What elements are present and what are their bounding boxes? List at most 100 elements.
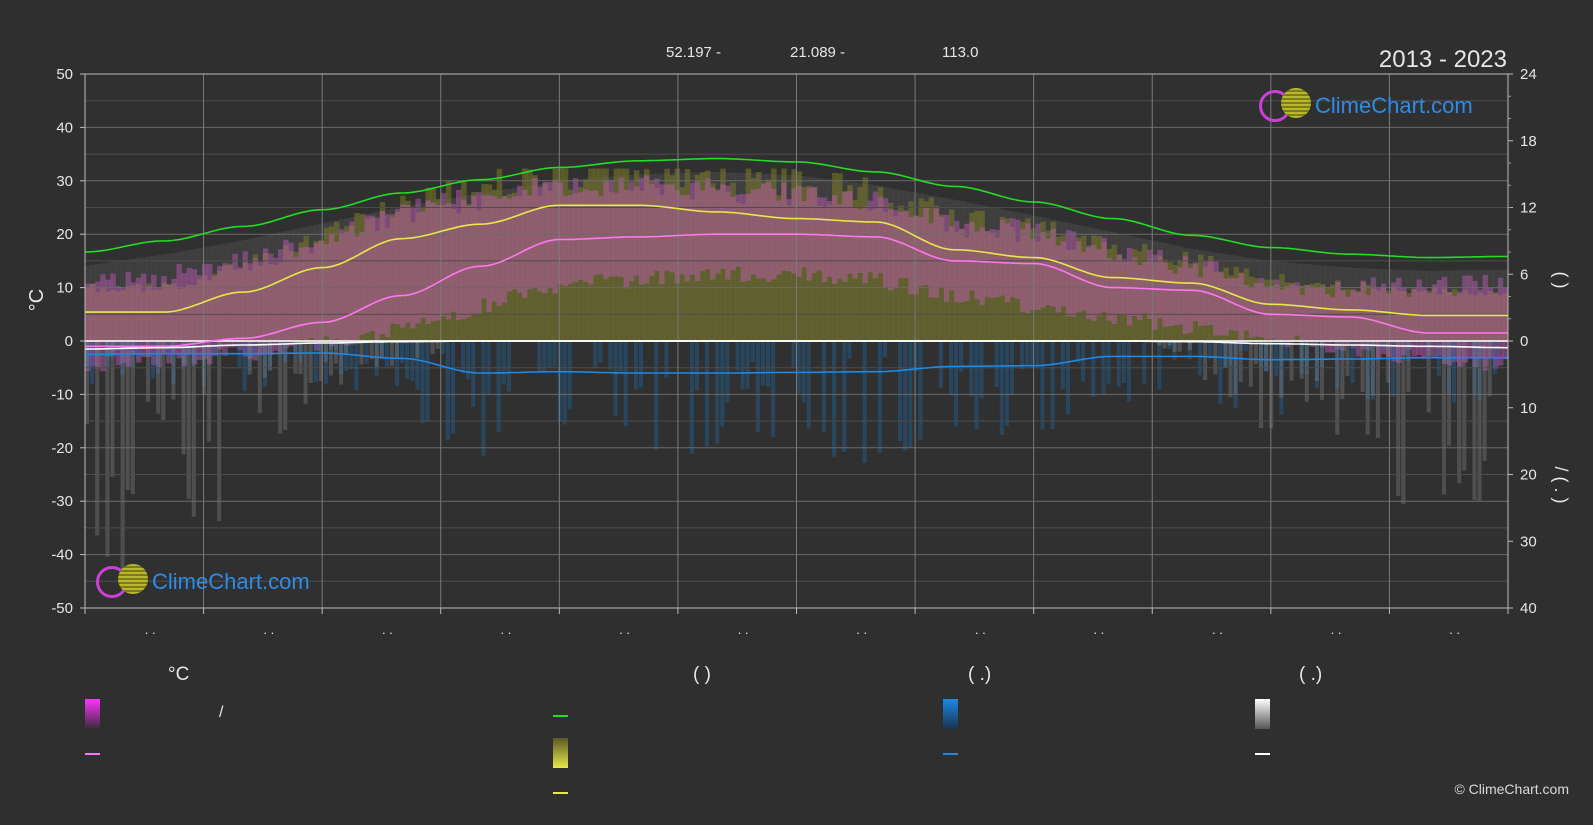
sunshine-streak: [760, 182, 767, 341]
temperature-streak: [1106, 257, 1113, 321]
sunshine-streak: [1279, 274, 1285, 341]
temperature-streak: [1253, 283, 1260, 337]
snow-bar: [435, 341, 440, 349]
sunshine-streak: [1106, 248, 1113, 341]
temperature-streak: [171, 278, 177, 354]
legend-swatch-snow-range: [1255, 699, 1270, 729]
rain-bar: [598, 341, 603, 364]
sunshine-streak: [1060, 235, 1067, 341]
temperature-streak: [720, 184, 726, 270]
snow-bar: [1238, 341, 1243, 383]
rain-bar: [1142, 341, 1147, 384]
snow-bar: [283, 341, 288, 431]
sunshine-streak: [826, 204, 833, 341]
x-tick-label: . .: [738, 622, 749, 637]
sunshine-streak: [176, 288, 183, 341]
rain-bar: [1197, 341, 1203, 376]
y-right-top-tick-label: 24: [1520, 66, 1537, 83]
snow-bar: [1447, 341, 1452, 446]
sunshine-streak: [1020, 221, 1026, 341]
sunshine-streak: [293, 251, 299, 341]
sunshine-streak: [923, 201, 930, 341]
rain-bar: [771, 341, 776, 437]
sunshine-streak: [283, 244, 289, 341]
rain-bar: [1279, 341, 1284, 415]
temperature-streak: [369, 215, 376, 331]
sunshine-streak: [867, 210, 874, 341]
climate-chart: 50 40 30 20 10 0 -10 -20 -30 -40 -50 24 18 12 6 0 10 20 30…: [26, 44, 1571, 637]
temperature-streak: [1035, 223, 1041, 310]
snow-bar: [293, 341, 298, 374]
temperature-streak: [237, 267, 244, 351]
rain-bar: [425, 341, 430, 423]
rain-bar: [1060, 341, 1065, 390]
snow-bar: [308, 341, 313, 384]
sunshine-streak: [212, 273, 218, 341]
sunshine-streak: [1477, 292, 1484, 341]
sunshine-streak: [257, 266, 264, 341]
x-tick-label: . .: [263, 622, 274, 637]
sunshine-streak: [1111, 244, 1118, 341]
temperature-streak: [887, 209, 894, 291]
temperature-streak: [1081, 251, 1087, 311]
series-line-daylight: [84, 157, 1509, 259]
sunshine-streak: [669, 175, 676, 341]
rain-bar: [440, 341, 445, 354]
rain-bar: [623, 341, 628, 426]
temperature-streak: [684, 195, 691, 282]
temperature-streak: [461, 199, 467, 319]
y-left-tick-label: -40: [51, 547, 73, 564]
temperature-streak: [278, 249, 284, 354]
sunshine-streak: [1284, 282, 1290, 341]
sunshine-streak: [206, 280, 213, 341]
rain-bar: [252, 341, 257, 356]
temperature-streak: [430, 202, 437, 322]
snow-bar: [1482, 341, 1487, 461]
rain-bar: [1477, 341, 1482, 401]
temperature-streak: [547, 182, 554, 288]
temperature-streak: [334, 241, 340, 340]
sunshine-streak: [1045, 230, 1052, 341]
sunshine-streak: [384, 227, 391, 341]
temperature-streak: [262, 248, 269, 355]
temperature-streak: [1218, 272, 1224, 336]
x-tick-label: . .: [1449, 622, 1460, 637]
rain-bar: [562, 341, 567, 425]
temperature-streak: [120, 288, 127, 364]
snow-bar: [181, 341, 186, 455]
sunshine-streak: [1330, 284, 1336, 341]
temperature-streak: [1208, 259, 1214, 326]
rain-bar: [593, 341, 598, 368]
temperature-streak: [1492, 293, 1499, 369]
temperature-streak: [852, 207, 858, 279]
temperature-streak: [328, 233, 335, 347]
legend-temp-range-separator: /: [219, 704, 224, 721]
sunshine-streak: [450, 208, 457, 341]
rain-bar: [1020, 341, 1025, 370]
sunshine-streak: [1218, 271, 1224, 341]
sunshine-streak: [887, 202, 894, 341]
rain-bar: [842, 341, 847, 452]
temperature-streak: [1447, 292, 1453, 366]
rain-bar: [486, 341, 491, 394]
temperature-streak: [293, 256, 299, 343]
rain-bar: [283, 341, 288, 363]
sunshine-streak: [801, 186, 808, 341]
temperature-streak: [105, 279, 111, 357]
snow-bar: [191, 341, 196, 517]
snow-bar: [1167, 341, 1172, 346]
sunshine-streak: [1309, 283, 1316, 341]
temperature-streak: [969, 221, 975, 291]
temperature-streak: [1360, 280, 1367, 350]
copyright-text: © ClimeChart.com: [1454, 781, 1569, 797]
temperature-streak: [1289, 284, 1296, 341]
sunshine-streak: [903, 211, 909, 341]
sunshine-streak: [313, 240, 320, 341]
y-right-top-tick-label: 0: [1520, 333, 1528, 350]
temperature-streak: [374, 217, 381, 340]
rain-bar: [1314, 341, 1319, 389]
sunshine-streak: [771, 168, 777, 341]
rain-bar: [354, 341, 359, 391]
snow-bar: [379, 341, 384, 360]
snow-bar: [247, 341, 252, 375]
